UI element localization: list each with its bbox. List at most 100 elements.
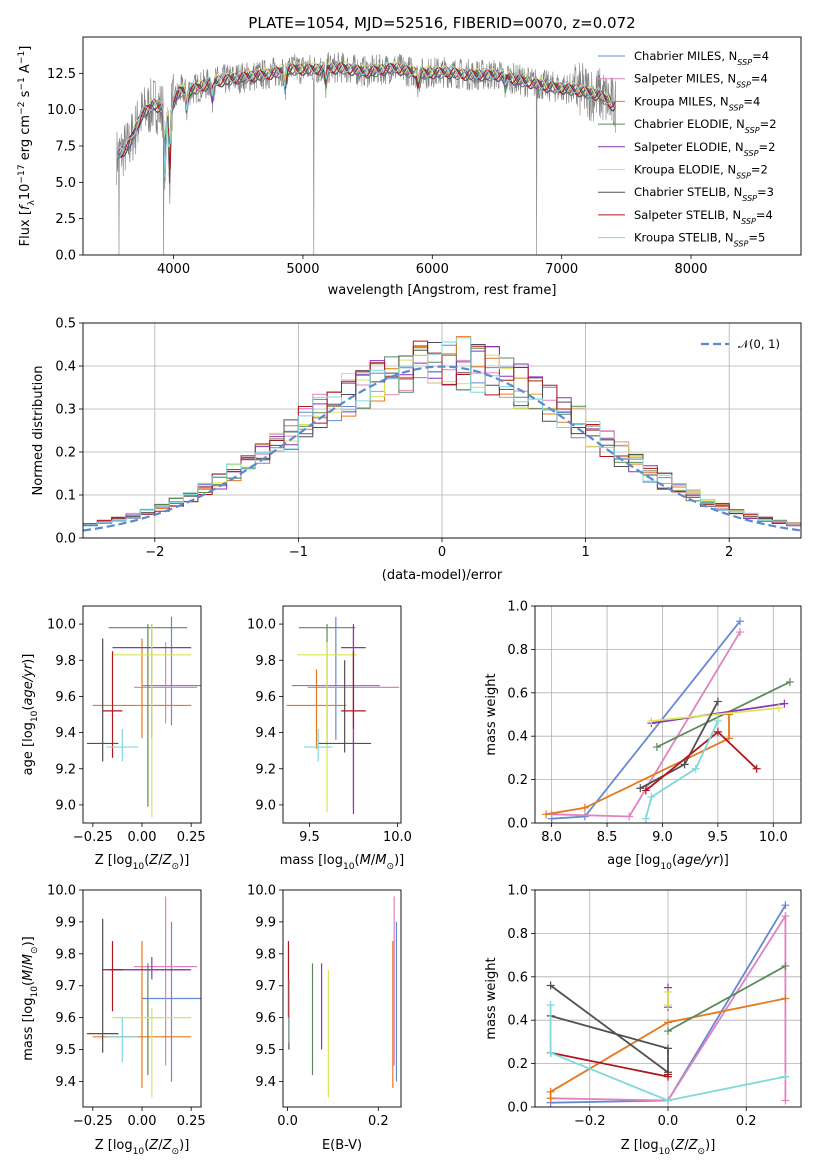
residuals-ytick-label: 0.0 [55, 532, 76, 547]
mass_weight_vs_age-axes: 8.0 8.5 9.0 9.5 10.0 0.0 0.2 0.4 0.6 0.8 1.0 age [l… [484, 600, 802, 872]
residuals-xtick-label: 0 [438, 545, 446, 560]
mass_weight_vs_age-ytick-label: 0.6 [507, 686, 528, 701]
age-vs-Z-xlabel: Z [log10(Z/Z⊙)] [95, 853, 190, 872]
residuals-xtick-label: 1 [581, 545, 589, 560]
mass_weight_vs_age-marker [752, 764, 761, 773]
mass_weight_vs_Z-line-chabrier-stelib [550, 984, 669, 1075]
mass_weight_vs_age-marker [736, 628, 745, 637]
mass_vs_ebv-ytick-label: 10.0 [247, 884, 276, 899]
spectrum-ylabel: Flux [fλ10−17 erg cm−2 s−1 A−1] [17, 46, 37, 247]
mass_vs_ebv-ytick-label: 9.4 [255, 1075, 276, 1090]
spectrum-model-line-kroupa-stelib [119, 60, 617, 177]
legend-label: Kroupa STELIB [634, 231, 718, 245]
mass_weight_vs_Z-marker [664, 1027, 672, 1036]
mass_weight_vs_Z-xtick-label: −0.2 [574, 1114, 606, 1129]
mass_weight_vs_Z-marker [781, 901, 790, 910]
spectrum-ytick-label: 10.0 [47, 103, 76, 118]
mass_vs_ebv-xtick-label: 0.0 [277, 1114, 298, 1129]
age_vs_Z-axes: −0.25 0.00 0.25 9.0 9.2 9.4 9.6 9.8 10.0 Z [log10… [21, 605, 206, 872]
mass_weight_vs_age-ytick-label: 1.0 [507, 600, 528, 615]
mass_weight_vs_age-marker [724, 734, 733, 743]
residuals-ytick-label: 0.2 [55, 446, 76, 461]
spectrum-xtick-label: 7000 [545, 262, 578, 277]
age_vs_mass-xtick-label: 10.0 [383, 830, 412, 845]
spectrum-xtick-label: 6000 [416, 262, 449, 277]
mass_weight_vs_Z-ytick-label: 0.0 [507, 1101, 528, 1116]
mass_vs_Z-ytick-label: 10.0 [47, 884, 76, 899]
mass_weight_vs_age-ylabel: mass weight [484, 673, 499, 755]
residuals-xtick-label: −1 [289, 545, 308, 560]
age_vs_mass-ytick-label: 9.0 [255, 798, 276, 813]
legend-entry: Chabrier ELODIE, NSSP=2 [634, 117, 777, 135]
mass_weight_vs_age-marker [780, 699, 789, 708]
spectrum-model-line-salpeter-elodie [117, 62, 615, 174]
mass_vs_ebv-axes: 0.0 0.2 9.4 9.5 9.6 9.7 9.8 9.9 10.0 E(B-V) [247, 884, 402, 1153]
mass_weight_vs_age-marker [647, 717, 656, 726]
mass_weight_vs_Z-marker [546, 1048, 555, 1057]
legend-label: Salpeter MILES [634, 72, 720, 86]
age_vs_mass-frame [282, 605, 402, 824]
spectrum-xtick-label: 4000 [157, 262, 190, 277]
spectrum-plot-area [116, 52, 617, 255]
mass_weight_vs_Z-marker [546, 1087, 555, 1096]
mass-vs-ebv-xlabel: E(B-V) [322, 1138, 362, 1153]
age_vs_mass-ytick-label: 9.4 [255, 726, 276, 741]
legend-entry: Chabrier MILES, NSSP=4 [634, 49, 769, 67]
panels: 4000 5000 6000 7000 80000.02.55.07.510.012.5… [17, 36, 802, 1158]
mass_weight_vs_Z-marker [664, 1001, 672, 1010]
age_vs_Z-xtick-label: 0.25 [177, 830, 206, 845]
mass_vs_Z-ytick-label: 9.5 [55, 1043, 76, 1058]
mass_weight_vs_Z-marker [781, 961, 790, 970]
age_vs_Z-ytick-label: 10.0 [47, 618, 76, 633]
mass_weight_vs_Z-ytick-label: 0.8 [507, 927, 528, 942]
mass_vs_Z-axes: −0.25 0.00 0.25 9.4 9.5 9.6 9.7 9.8 9.9 10.0 Z [lo… [21, 884, 206, 1158]
age-vs-Z-ylabel: age [log10(age/yr)] [21, 654, 40, 776]
mass_vs_Z-ytick-label: 9.8 [55, 947, 76, 962]
residuals-ytick-label: 0.3 [55, 403, 76, 418]
residuals-xtick-label: 2 [725, 545, 733, 560]
mass_weight_vs_age-ytick-label: 0.8 [507, 643, 528, 658]
legend-label: Chabrier ELODIE [634, 117, 729, 131]
age_vs_Z-xtick-label: 0.00 [128, 830, 157, 845]
mass_weight_vs_age-marker [641, 786, 650, 795]
spectrum-xlabel: wavelength [Angstrom, rest frame] [328, 283, 557, 298]
mass_weight_vs_age-plot-area [542, 617, 794, 823]
residuals-xlabel: (data-model)/error [382, 568, 503, 583]
mass_vs_ebv-ytick-label: 9.5 [255, 1043, 276, 1058]
mass_vs_Z-ytick-label: 9.9 [55, 915, 76, 930]
mass_weight_vs_Z-ylabel: mass weight [484, 957, 499, 1039]
mass_vs_ebv-xtick-label: 0.2 [368, 1114, 389, 1129]
mass_weight_vs_Z-marker [664, 987, 672, 996]
mass_weight_vs_age-ytick-label: 0.0 [507, 817, 528, 832]
spectrum-ytick-label: 12.5 [47, 67, 76, 82]
legend-entry: Salpeter STELIB, NSSP=4 [634, 208, 773, 226]
residuals-axes: −2 −1 0 1 2 0.0 0.1 0.2 0.3 0.4 0.5 (data-model)/er… [31, 317, 802, 583]
mass_weight_vs_age-marker [580, 803, 589, 812]
mass_weight_vs_Z-marker [546, 981, 555, 990]
legend-label: Salpeter STELIB [634, 208, 725, 222]
mass_weight_vs_age-marker [625, 812, 634, 821]
age_vs_mass-axes: 9.5 10.0 9.0 9.2 9.4 9.6 9.8 10.0 mass [log10(M/… [247, 605, 412, 872]
normal-legend-label: 𝒩(0, 1) [738, 337, 780, 351]
age_vs_Z-ytick-label: 9.0 [55, 798, 76, 813]
mass_weight_vs_age-xtick-label: 8.0 [541, 830, 562, 845]
mass_weight_vs_age-ytick-label: 0.4 [507, 730, 528, 745]
legend-entry: Chabrier STELIB, NSSP=3 [634, 185, 774, 203]
mass_weight_vs_age-marker [636, 784, 645, 793]
mass_weight_vs_Z-marker [781, 994, 790, 1003]
spectrum-xtick-label: 8000 [674, 262, 707, 277]
mass_weight_vs_age-marker [580, 812, 589, 821]
mass_weight_vs_Z-marker [546, 1001, 555, 1010]
mass_vs_Z-xtick-label: 0.25 [177, 1114, 206, 1129]
mass_vs_Z-xtick-label: 0.00 [128, 1114, 157, 1129]
residuals-ytick-label: 0.4 [55, 360, 76, 375]
mass_vs_Z-ytick-label: 9.6 [55, 1011, 76, 1026]
mass_vs_ebv-ytick-label: 9.8 [255, 947, 276, 962]
mass_weight_vs_age-xtick-label: 9.0 [652, 830, 673, 845]
residuals-xtick-label: −2 [145, 545, 164, 560]
legend-entry: Kroupa STELIB, NSSP=5 [634, 231, 765, 249]
age_vs_mass-ytick-label: 9.8 [255, 654, 276, 669]
mass_vs_ebv-ytick-label: 9.9 [255, 915, 276, 930]
mass_weight_vs_age-line-kroupa-elodie [651, 707, 779, 722]
